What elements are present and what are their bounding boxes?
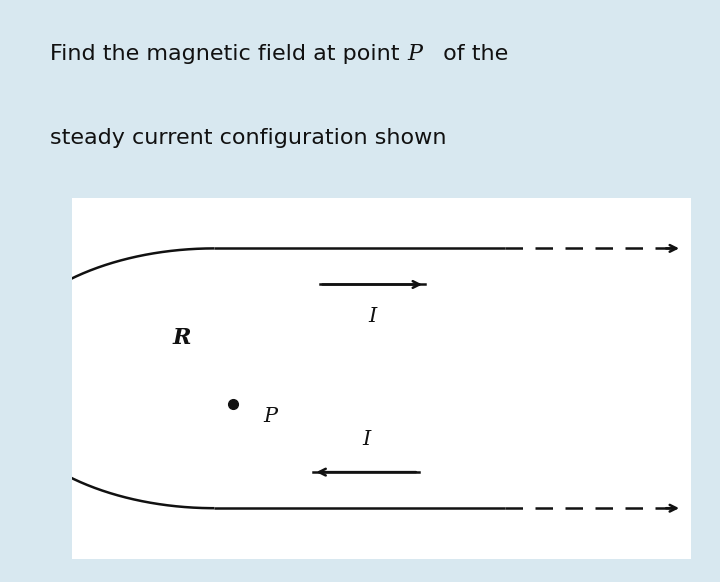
Text: of the: of the <box>436 44 508 64</box>
Text: I: I <box>362 430 370 449</box>
Text: P: P <box>263 407 277 425</box>
Text: $P$: $P$ <box>407 44 424 64</box>
Text: steady current configuration shown: steady current configuration shown <box>50 128 447 148</box>
Text: I: I <box>368 307 377 327</box>
Text: R: R <box>173 327 192 349</box>
Text: Find the magnetic field at point: Find the magnetic field at point <box>50 44 407 64</box>
FancyBboxPatch shape <box>72 198 691 559</box>
